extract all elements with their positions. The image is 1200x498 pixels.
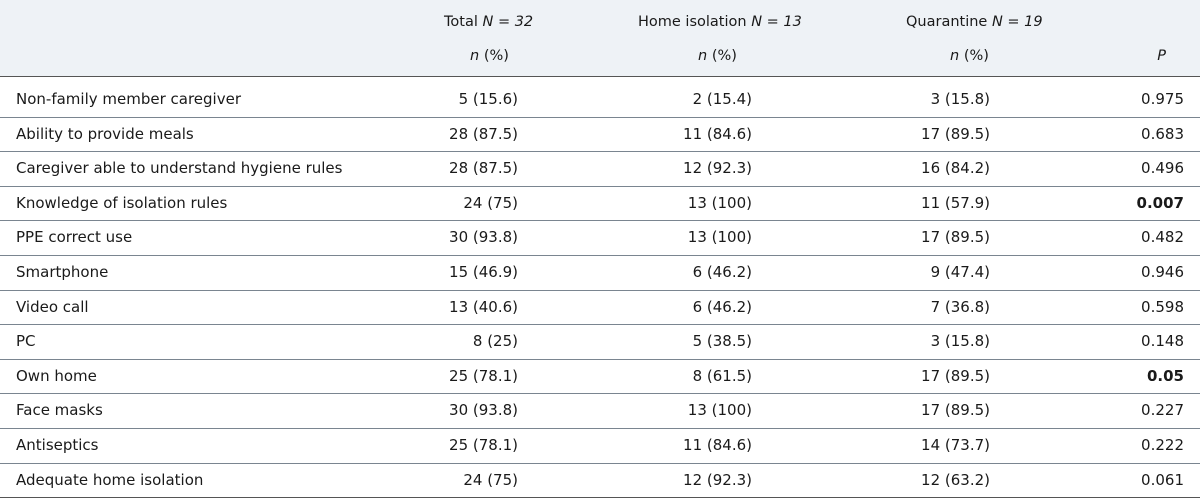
row-home-isolation: 13 (100) [687, 228, 752, 247]
row-quarantine: 17 (89.5) [921, 366, 990, 385]
row-home-isolation: 12 (92.3) [683, 470, 752, 489]
row-total: 24 (75) [463, 193, 518, 212]
header-total-sub: n (%) [470, 48, 509, 64]
table-row: Own home 25 (78.1) 8 (61.5) 17 (89.5) 0.05 [0, 359, 1200, 395]
row-p-value: 0.222 [1141, 436, 1184, 454]
table-row: Ability to provide meals 28 (87.5) 11 (84.… [0, 117, 1200, 153]
table-row: Adequate home isolation 24 (75) 12 (92.3) 1… [0, 463, 1200, 498]
row-label: Own home [16, 366, 97, 385]
row-home-isolation: 6 (46.2) [692, 297, 752, 316]
row-home-isolation: 11 (84.6) [683, 124, 752, 143]
row-label: Smartphone [16, 263, 109, 281]
row-p-value: 0.007 [1136, 193, 1184, 212]
row-p-value: 0.683 [1141, 124, 1184, 143]
row-label: Ability to provide meals [16, 124, 194, 143]
row-p-value: 0.227 [1141, 401, 1184, 420]
row-total: 30 (93.8) [449, 401, 518, 420]
row-quarantine: 17 (89.5) [921, 124, 990, 143]
row-home-isolation: 12 (92.3) [683, 159, 752, 178]
row-total: 15 (46.9) [449, 263, 518, 281]
header-quarantine-label: Quarantine [906, 14, 988, 30]
header-total-label: Total [444, 14, 478, 30]
header-home-n: N = 13 [751, 14, 802, 30]
row-label: Face masks [16, 401, 103, 420]
row-total: 24 (75) [463, 470, 518, 489]
row-total: 8 (25) [472, 332, 518, 351]
row-total: 28 (87.5) [449, 124, 518, 143]
row-p-value: 0.05 [1146, 366, 1184, 385]
header-p: P [1157, 48, 1166, 64]
row-label: Non-family member caregiver [16, 90, 241, 108]
row-label: PC [16, 332, 36, 351]
header-home-sub: n (%) [698, 48, 737, 64]
header-quarantine-sub: n (%) [950, 48, 989, 64]
row-quarantine: 3 (15.8) [930, 332, 990, 351]
table-row: PC 8 (25) 5 (38.5) 3 (15.8) 0.148 [0, 324, 1200, 360]
row-quarantine: 9 (47.4) [930, 263, 990, 281]
table-row: Antiseptics 25 (78.1) 11 (84.6) 14 (73.7) 0.… [0, 428, 1200, 464]
header-total-sub-pct: (%) [483, 48, 509, 64]
row-quarantine: 7 (36.8) [930, 297, 990, 316]
header-quarantine-sub-n: n [950, 48, 960, 64]
row-label: Knowledge of isolation rules [16, 193, 228, 212]
header-total: Total N = 32 [444, 14, 533, 30]
header-p-label: P [1157, 48, 1166, 64]
row-quarantine: 3 (15.8) [930, 90, 990, 108]
table-row: Face masks 30 (93.8) 13 (100) 17 (89.5) 0.22… [0, 393, 1200, 429]
row-p-value: 0.482 [1141, 228, 1184, 247]
header-total-n: N = 32 [482, 14, 534, 30]
row-total: 13 (40.6) [449, 297, 518, 316]
header-home: Home isolation N = 13 [638, 14, 802, 30]
row-label: PPE correct use [16, 228, 133, 247]
row-p-value: 0.148 [1141, 332, 1184, 351]
header-home-label: Home isolation [638, 14, 747, 30]
row-quarantine: 11 (57.9) [921, 193, 990, 212]
row-p-value: 0.975 [1141, 90, 1184, 108]
table-row: Smartphone 15 (46.9) 6 (46.2) 9 (47.4) 0.946 [0, 255, 1200, 291]
row-p-value: 0.946 [1141, 263, 1184, 281]
header-home-sub-n: n [698, 48, 708, 64]
row-total: 5 (15.6) [458, 90, 518, 108]
row-quarantine: 12 (63.2) [921, 470, 990, 489]
row-home-isolation: 6 (46.2) [692, 263, 752, 281]
row-p-value: 0.061 [1141, 470, 1184, 489]
row-quarantine: 16 (84.2) [921, 159, 990, 178]
header-total-sub-n: n [470, 48, 480, 64]
row-label: Caregiver able to understand hygiene rul… [16, 159, 343, 178]
row-total: 30 (93.8) [449, 228, 518, 247]
row-quarantine: 17 (89.5) [921, 228, 990, 247]
header-quarantine-sub-pct: (%) [963, 48, 989, 64]
row-home-isolation: 8 (61.5) [692, 366, 752, 385]
header-quarantine: Quarantine N = 19 [906, 14, 1043, 30]
row-home-isolation: 11 (84.6) [683, 436, 752, 454]
table-row: Non-family member caregiver 5 (15.6) 2 (15… [0, 82, 1200, 118]
row-p-value: 0.598 [1141, 297, 1184, 316]
table-header: Total N = 32 n (%) Home isolation N = 13… [0, 0, 1200, 77]
row-home-isolation: 2 (15.4) [692, 90, 752, 108]
row-total: 28 (87.5) [449, 159, 518, 178]
table-row: PPE correct use 30 (93.8) 13 (100) 17 (89.5… [0, 220, 1200, 256]
row-label: Adequate home isolation [16, 470, 204, 489]
table-row: Knowledge of isolation rules 24 (75) 13 (1… [0, 186, 1200, 222]
row-total: 25 (78.1) [449, 366, 518, 385]
header-home-sub-pct: (%) [711, 48, 737, 64]
row-home-isolation: 13 (100) [687, 401, 752, 420]
row-total: 25 (78.1) [449, 436, 518, 454]
row-home-isolation: 5 (38.5) [692, 332, 752, 351]
header-quarantine-n: N = 19 [991, 14, 1043, 30]
row-p-value: 0.496 [1141, 159, 1184, 178]
row-label: Antiseptics [16, 436, 99, 454]
row-quarantine: 14 (73.7) [921, 436, 990, 454]
table-row: Video call 13 (40.6) 6 (46.2) 7 (36.8) 0.598 [0, 290, 1200, 326]
row-quarantine: 17 (89.5) [921, 401, 990, 420]
row-label: Video call [16, 297, 89, 316]
table-row: Caregiver able to understand hygiene rul… [0, 151, 1200, 187]
row-home-isolation: 13 (100) [687, 193, 752, 212]
